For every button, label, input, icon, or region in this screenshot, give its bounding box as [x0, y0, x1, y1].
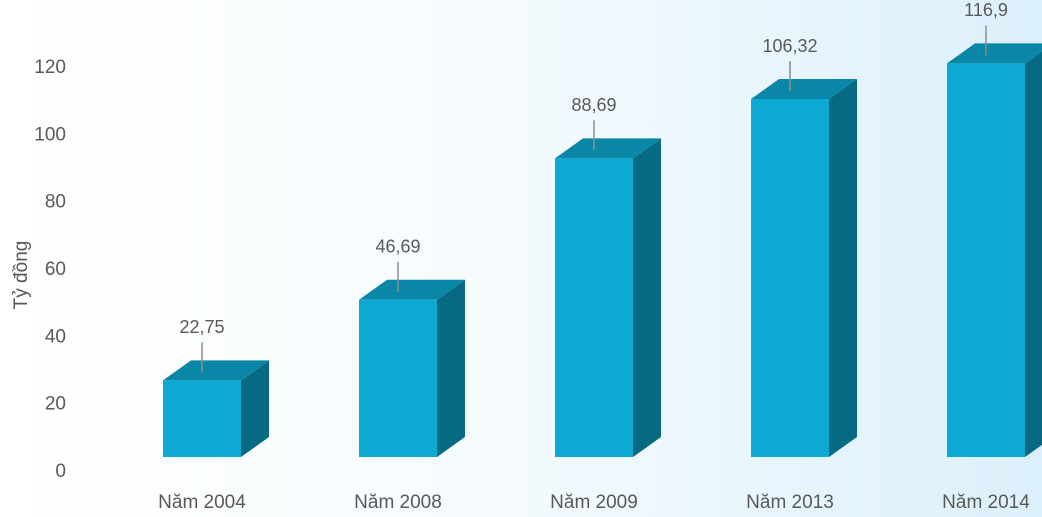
bar-top: [163, 360, 269, 381]
bar-front: [163, 380, 241, 457]
bar-top: [751, 79, 857, 100]
bar-side: [241, 360, 269, 457]
x-tick-label: Năm 2009: [550, 492, 638, 513]
bar: [163, 360, 269, 457]
y-tick-label: 120: [34, 57, 66, 78]
bar: [751, 79, 857, 457]
x-tick-label: Năm 2013: [746, 492, 834, 513]
bar-front: [751, 99, 829, 457]
value-label: 116,9: [964, 0, 1008, 20]
bar-side: [437, 279, 465, 457]
y-tick-label: 60: [45, 259, 66, 280]
x-tick-label: Năm 2004: [158, 492, 246, 513]
y-tick-label: 40: [45, 326, 66, 347]
y-tick-label: 100: [34, 124, 66, 145]
value-label: 46,69: [375, 237, 420, 257]
value-label: 88,69: [571, 95, 616, 115]
bar-top: [947, 43, 1042, 64]
y-tick-label: 80: [45, 192, 66, 213]
bar: [359, 279, 465, 457]
bar-front: [359, 299, 437, 457]
x-tick-label: Năm 2008: [354, 492, 442, 513]
x-tick-label: Năm 2014: [942, 492, 1030, 513]
value-label: 22,75: [179, 317, 224, 337]
bar: [947, 43, 1042, 457]
bar-side: [1025, 51, 1042, 457]
bar-side: [633, 138, 661, 457]
bar-front: [947, 63, 1025, 457]
y-tick-label: 20: [45, 394, 66, 415]
y-axis-title: Tỷ đồng: [11, 241, 32, 310]
bar-front: [555, 158, 633, 457]
bar-side: [829, 79, 857, 457]
bar-top: [555, 138, 661, 159]
bar: [555, 138, 661, 457]
value-label: 106,32: [762, 36, 817, 56]
bar-top: [359, 279, 465, 300]
y-tick-label: 0: [55, 461, 66, 482]
